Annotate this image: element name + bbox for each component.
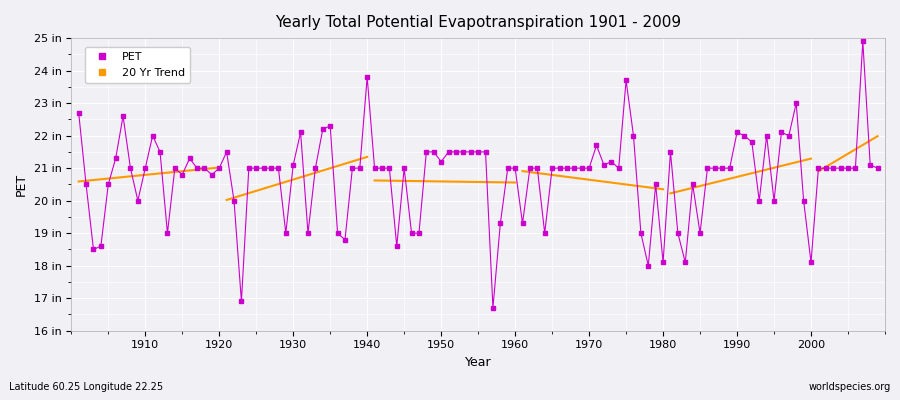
- Title: Yearly Total Potential Evapotranspiration 1901 - 2009: Yearly Total Potential Evapotranspiratio…: [275, 15, 681, 30]
- X-axis label: Year: Year: [464, 356, 491, 369]
- Text: worldspecies.org: worldspecies.org: [809, 382, 891, 392]
- Legend: PET, 20 Yr Trend: PET, 20 Yr Trend: [85, 46, 190, 83]
- Text: Latitude 60.25 Longitude 22.25: Latitude 60.25 Longitude 22.25: [9, 382, 163, 392]
- Y-axis label: PET: PET: [15, 173, 28, 196]
